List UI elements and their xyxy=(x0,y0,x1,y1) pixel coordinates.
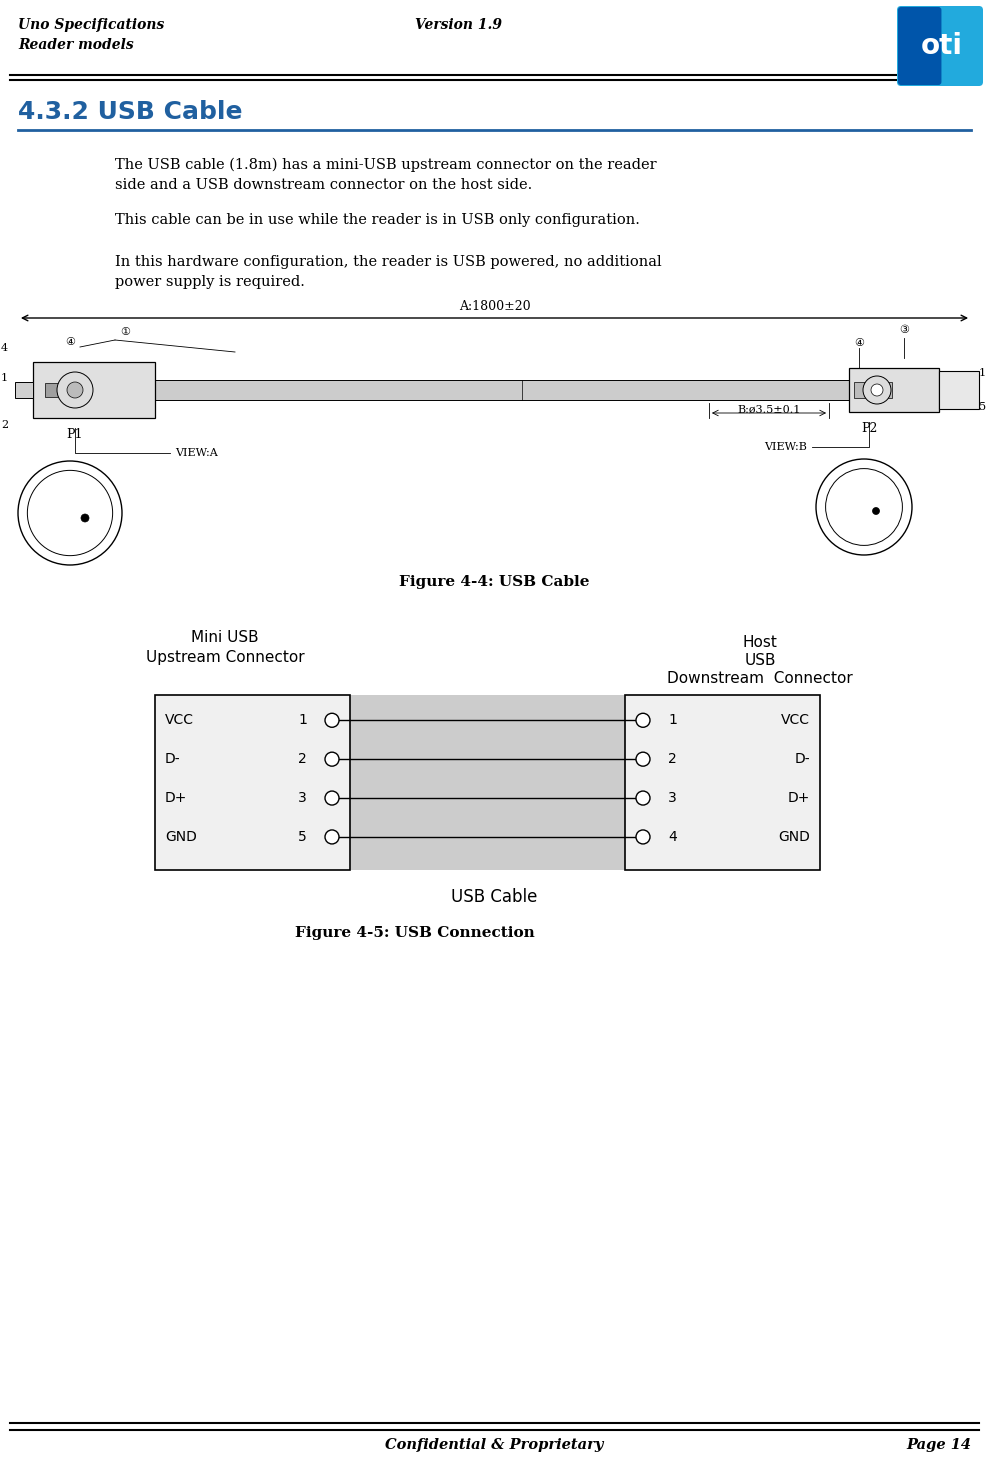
Text: 2: 2 xyxy=(668,752,676,766)
Text: USB: USB xyxy=(745,653,775,668)
Circle shape xyxy=(325,831,339,844)
Bar xyxy=(939,371,979,409)
Text: D+: D+ xyxy=(787,791,810,806)
Text: Upstream Connector: Upstream Connector xyxy=(145,650,305,665)
Text: VCC: VCC xyxy=(781,714,810,727)
Text: +: + xyxy=(49,486,60,500)
Text: oti: oti xyxy=(921,33,963,61)
Circle shape xyxy=(57,372,93,408)
Text: ①: ① xyxy=(120,327,130,337)
Text: ④: ④ xyxy=(854,338,864,347)
Text: 2: 2 xyxy=(299,752,307,766)
Bar xyxy=(15,381,33,398)
FancyBboxPatch shape xyxy=(898,7,942,86)
Text: 1: 1 xyxy=(668,714,676,727)
Circle shape xyxy=(872,507,879,514)
Text: 1: 1 xyxy=(298,714,307,727)
Text: Figure 4-5: USB Connection: Figure 4-5: USB Connection xyxy=(295,927,534,940)
Text: ③: ③ xyxy=(899,325,909,336)
Circle shape xyxy=(871,384,883,396)
Text: Confidential & Proprietary: Confidential & Proprietary xyxy=(386,1438,603,1451)
Text: Uno Specifications: Uno Specifications xyxy=(18,18,164,33)
Text: Page 14: Page 14 xyxy=(906,1438,971,1451)
Text: Downstream  Connector: Downstream Connector xyxy=(668,671,853,686)
Text: 3: 3 xyxy=(299,791,307,806)
Circle shape xyxy=(325,714,339,727)
Circle shape xyxy=(81,514,89,522)
Bar xyxy=(155,695,350,871)
Bar xyxy=(350,695,625,871)
Text: VCC: VCC xyxy=(165,714,194,727)
Text: 4: 4 xyxy=(1,343,8,353)
Text: D-: D- xyxy=(165,752,181,766)
Bar xyxy=(155,380,889,401)
Circle shape xyxy=(636,831,650,844)
Text: 1: 1 xyxy=(979,368,986,378)
Text: D-: D- xyxy=(794,752,810,766)
Text: +: + xyxy=(845,482,855,495)
Circle shape xyxy=(28,470,113,556)
Circle shape xyxy=(636,714,650,727)
Text: Figure 4-4: USB Cable: Figure 4-4: USB Cable xyxy=(400,575,589,590)
Text: In this hardware configuration, the reader is USB powered, no additional: In this hardware configuration, the read… xyxy=(115,256,662,269)
Text: Reader models: Reader models xyxy=(18,38,134,52)
FancyBboxPatch shape xyxy=(897,6,983,86)
Text: side and a USB downstream connector on the host side.: side and a USB downstream connector on t… xyxy=(115,177,532,192)
Bar xyxy=(45,383,80,398)
Text: VIEW:A: VIEW:A xyxy=(175,448,218,458)
Text: 5: 5 xyxy=(979,402,986,412)
Circle shape xyxy=(325,791,339,806)
Text: Host: Host xyxy=(743,636,777,650)
Bar xyxy=(849,368,939,412)
Bar xyxy=(33,362,155,418)
Text: power supply is required.: power supply is required. xyxy=(115,275,305,290)
Text: ④: ④ xyxy=(65,337,75,347)
Text: D+: D+ xyxy=(165,791,187,806)
Text: USB Cable: USB Cable xyxy=(451,888,538,906)
Circle shape xyxy=(325,752,339,766)
Circle shape xyxy=(826,469,902,545)
Circle shape xyxy=(816,460,912,556)
Text: A:1800±20: A:1800±20 xyxy=(459,300,530,313)
Text: P2: P2 xyxy=(860,423,877,435)
Bar xyxy=(625,695,820,871)
Text: Mini USB: Mini USB xyxy=(191,630,259,644)
Text: This cable can be in use while the reader is in USB only configuration.: This cable can be in use while the reade… xyxy=(115,213,640,228)
Text: 4.3.2 USB Cable: 4.3.2 USB Cable xyxy=(18,101,242,124)
Text: P1: P1 xyxy=(66,429,83,440)
Text: GND: GND xyxy=(778,831,810,844)
Text: Version 1.9: Version 1.9 xyxy=(415,18,502,33)
Text: 5: 5 xyxy=(299,831,307,844)
Text: B:ø3.5±0.1: B:ø3.5±0.1 xyxy=(738,405,801,415)
Text: VIEW:B: VIEW:B xyxy=(764,442,807,452)
Text: 2: 2 xyxy=(1,420,8,430)
Text: GND: GND xyxy=(165,831,197,844)
Circle shape xyxy=(863,375,891,403)
Text: The USB cable (1.8m) has a mini-USB upstream connector on the reader: The USB cable (1.8m) has a mini-USB upst… xyxy=(115,158,657,173)
Text: 3: 3 xyxy=(668,791,676,806)
Circle shape xyxy=(636,791,650,806)
Circle shape xyxy=(67,381,83,398)
Bar xyxy=(854,381,892,398)
Circle shape xyxy=(636,752,650,766)
Circle shape xyxy=(18,461,122,565)
Text: 4: 4 xyxy=(668,831,676,844)
Text: 1: 1 xyxy=(1,372,8,383)
